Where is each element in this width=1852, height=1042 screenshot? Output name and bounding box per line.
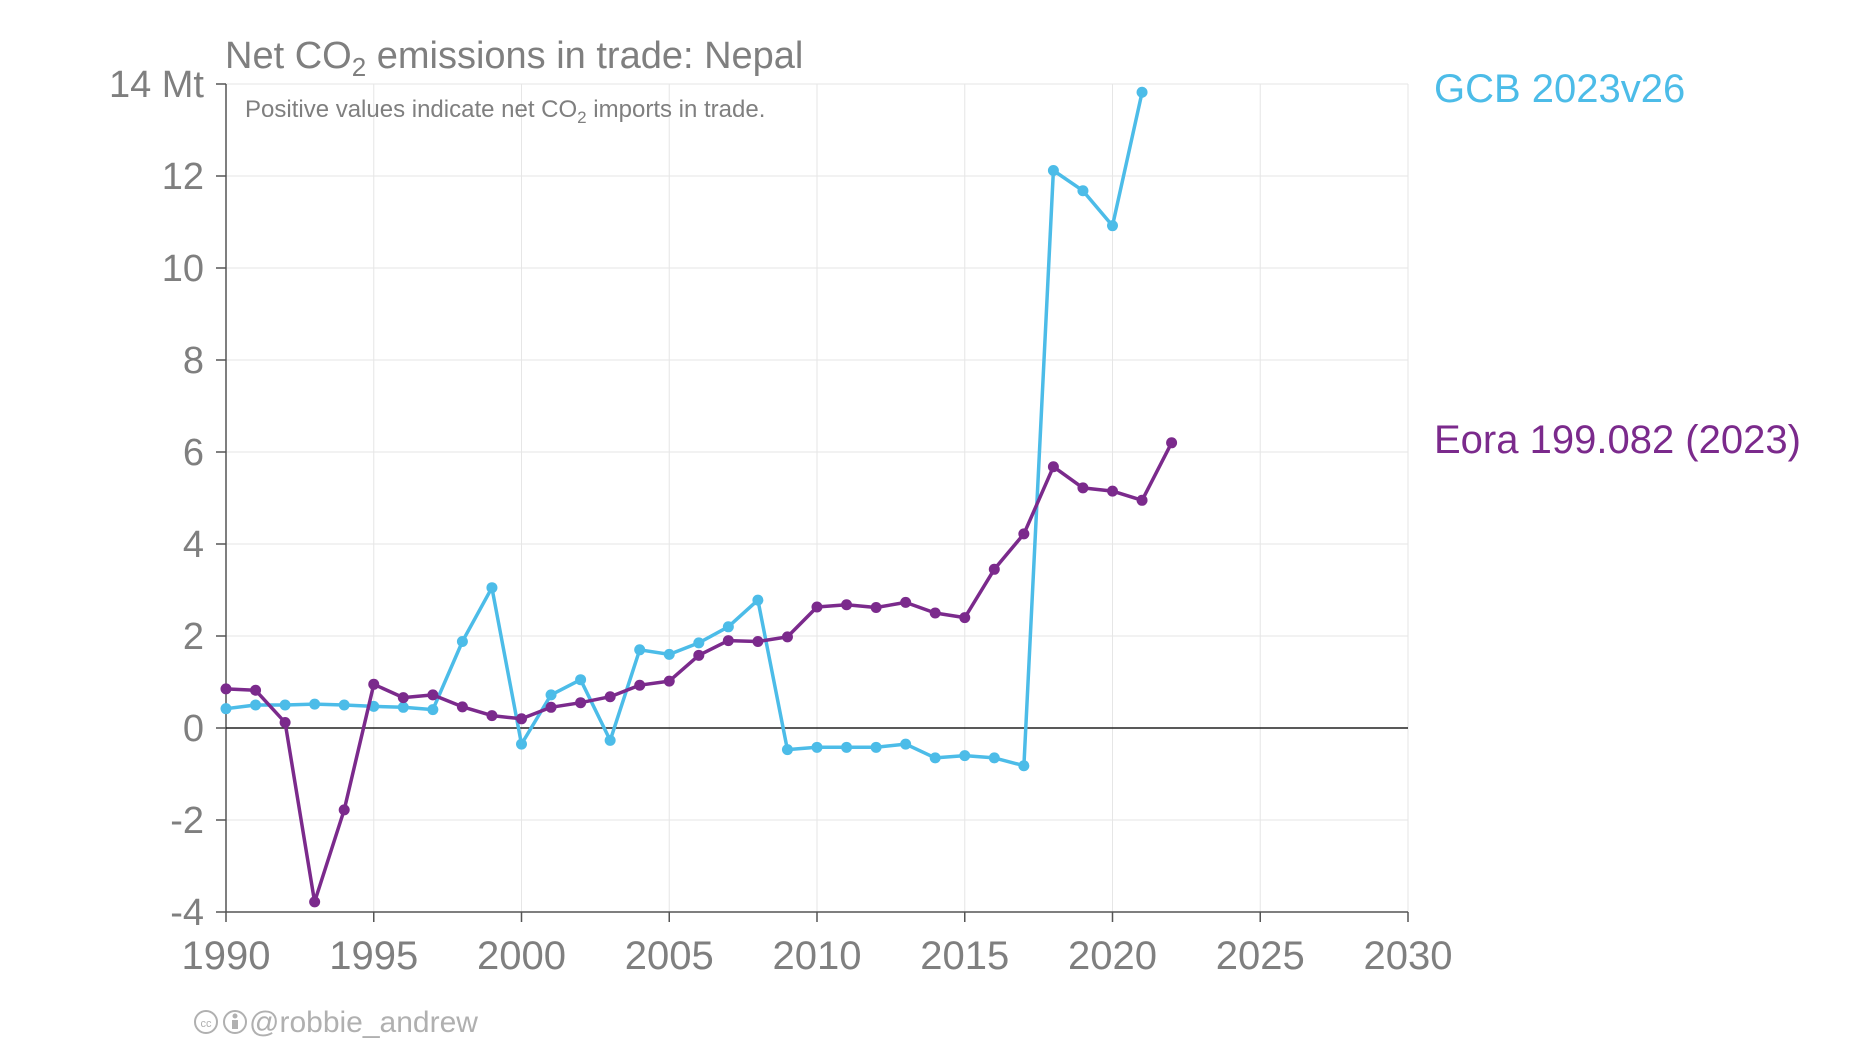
data-point bbox=[870, 741, 882, 753]
data-point bbox=[634, 679, 646, 691]
data-point bbox=[663, 648, 675, 660]
x-tick-label: 1995 bbox=[329, 934, 418, 978]
data-point bbox=[604, 691, 616, 703]
svg-text:cc: cc bbox=[201, 1018, 213, 1030]
data-point bbox=[486, 710, 498, 722]
x-tick-label: 1990 bbox=[182, 934, 271, 978]
legend-eora: Eora 199.082 (2023) bbox=[1434, 418, 1801, 462]
credit-handle: @robbie_andrew bbox=[249, 1006, 478, 1039]
data-point bbox=[220, 703, 232, 715]
data-point bbox=[1077, 185, 1089, 197]
data-point bbox=[929, 752, 941, 764]
data-point bbox=[634, 644, 646, 656]
data-point bbox=[220, 683, 232, 695]
series-1 bbox=[220, 437, 1178, 908]
data-point bbox=[545, 689, 557, 701]
data-point bbox=[693, 649, 705, 661]
y-tick-label: 6 bbox=[183, 432, 204, 474]
data-point bbox=[368, 678, 380, 690]
data-point bbox=[427, 704, 439, 716]
x-tick-label: 2000 bbox=[477, 934, 566, 978]
data-point bbox=[338, 804, 350, 816]
y-tick-label: 2 bbox=[183, 616, 204, 658]
data-point bbox=[250, 684, 262, 696]
data-point bbox=[1107, 485, 1118, 497]
x-tick-label: 2025 bbox=[1216, 934, 1305, 978]
data-point bbox=[486, 582, 498, 594]
data-point bbox=[781, 631, 793, 643]
data-point bbox=[959, 750, 971, 762]
series-0 bbox=[220, 86, 1148, 772]
data-point bbox=[1047, 461, 1059, 473]
data-point bbox=[781, 744, 793, 756]
chart-subtitle: Positive values indicate net CO2 imports… bbox=[245, 96, 765, 127]
data-point bbox=[988, 752, 1000, 764]
data-point bbox=[516, 738, 527, 750]
data-point bbox=[456, 636, 468, 648]
data-point bbox=[959, 612, 971, 624]
data-point bbox=[1047, 164, 1059, 176]
y-tick-label: 4 bbox=[183, 524, 204, 566]
data-point bbox=[811, 601, 823, 613]
y-unit-label: 14 Mt bbox=[109, 64, 204, 106]
data-point bbox=[722, 635, 734, 647]
data-point bbox=[870, 601, 882, 613]
data-point bbox=[811, 741, 823, 753]
data-point bbox=[988, 563, 1000, 575]
cc-by-icon: cc bbox=[194, 1010, 247, 1034]
y-tick-label: 8 bbox=[183, 340, 204, 382]
series-line bbox=[225, 91, 1144, 768]
data-point bbox=[545, 701, 557, 713]
y-tick-label: 12 bbox=[162, 156, 204, 198]
data-point bbox=[929, 607, 941, 619]
tick-labels: -4 -2 0 2 4 6 8 10 12 14 Mt 1990 1995 2000 2005 2010 20… bbox=[109, 64, 1453, 978]
data-point bbox=[663, 675, 675, 687]
legend-gcb: GCB 2023v26 bbox=[1434, 67, 1685, 111]
data-point bbox=[1136, 86, 1148, 98]
data-point bbox=[841, 741, 853, 753]
data-point bbox=[279, 699, 291, 711]
data-point bbox=[309, 698, 321, 710]
x-tick-label: 2015 bbox=[920, 934, 1009, 978]
data-point bbox=[575, 674, 587, 686]
data-point bbox=[752, 594, 764, 606]
data-point bbox=[1077, 482, 1089, 494]
data-point bbox=[841, 599, 853, 611]
x-tick-label: 2005 bbox=[625, 934, 714, 978]
credit: cc @robbie_andrew bbox=[194, 1006, 478, 1039]
data-point bbox=[250, 699, 262, 711]
series bbox=[220, 86, 1178, 908]
y-tick-label: -2 bbox=[170, 800, 204, 842]
data-point bbox=[1136, 494, 1148, 506]
data-point bbox=[575, 697, 587, 709]
data-point bbox=[456, 701, 468, 713]
axes bbox=[216, 83, 1409, 922]
data-point bbox=[604, 734, 616, 746]
gridlines bbox=[225, 83, 1409, 913]
data-point bbox=[279, 716, 291, 728]
data-point bbox=[900, 738, 912, 750]
x-tick-label: 2020 bbox=[1068, 934, 1157, 978]
chart-title: Net CO2 emissions in trade: Nepal bbox=[225, 35, 803, 82]
y-tick-label: 10 bbox=[162, 248, 204, 290]
data-point bbox=[752, 636, 764, 648]
data-point bbox=[397, 692, 409, 704]
data-point bbox=[1107, 220, 1118, 232]
data-point bbox=[1018, 760, 1030, 772]
y-tick-label: -4 bbox=[170, 892, 204, 934]
data-point bbox=[1018, 528, 1030, 540]
x-tick-label: 2030 bbox=[1364, 934, 1453, 978]
data-point bbox=[900, 596, 912, 608]
x-tick-label: 2010 bbox=[773, 934, 862, 978]
data-point bbox=[427, 689, 439, 701]
data-point bbox=[397, 701, 409, 713]
data-point bbox=[722, 621, 734, 633]
data-point bbox=[693, 637, 705, 649]
y-tick-label: 0 bbox=[183, 708, 204, 750]
data-point bbox=[516, 713, 527, 725]
data-point bbox=[1166, 437, 1178, 449]
data-point bbox=[338, 699, 350, 711]
data-point bbox=[309, 896, 321, 908]
